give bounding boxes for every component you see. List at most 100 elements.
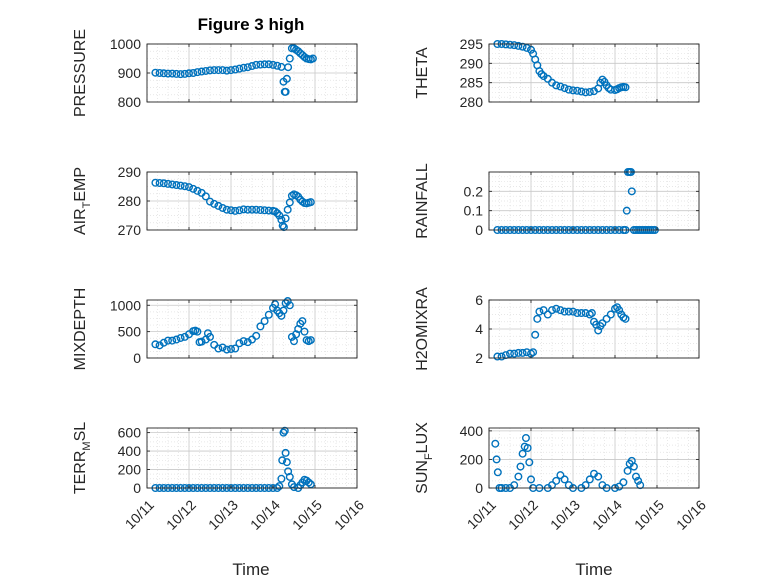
data-point	[201, 66, 210, 75]
data-point	[523, 444, 532, 453]
axes-box	[488, 427, 700, 489]
data-point	[184, 183, 193, 192]
data-point	[243, 205, 252, 214]
data-point	[151, 68, 160, 77]
data-point	[491, 439, 500, 448]
grid-lines	[146, 300, 358, 359]
data-point	[256, 205, 265, 214]
data-point	[510, 41, 519, 50]
data-point	[260, 317, 269, 326]
data-point	[282, 74, 291, 83]
data-point	[527, 475, 536, 484]
data-point	[556, 82, 565, 91]
y-tick-label: 295	[460, 36, 484, 52]
data-point	[535, 307, 544, 316]
data-point	[159, 69, 168, 78]
data-point	[552, 81, 561, 90]
data-point	[577, 87, 586, 96]
data-point	[222, 205, 231, 214]
data-point	[278, 456, 287, 465]
data-point	[275, 482, 284, 491]
data-point	[522, 43, 531, 52]
data-point	[151, 178, 160, 187]
data-point	[632, 472, 641, 481]
data-point	[275, 211, 284, 220]
data-point	[621, 314, 630, 323]
data-point	[573, 86, 582, 95]
y-tick-label: 200	[118, 462, 142, 478]
data-point	[264, 310, 273, 319]
data-point	[226, 345, 235, 354]
data-point	[602, 314, 611, 323]
data-point	[531, 330, 540, 339]
data-point	[159, 338, 168, 347]
y-axis-label-tail: SL	[72, 422, 89, 442]
data-point	[521, 434, 530, 443]
data-point	[151, 340, 160, 349]
data-point	[281, 87, 290, 96]
data-point	[581, 88, 590, 97]
data-point	[290, 337, 299, 346]
y-tick-label: 0	[475, 480, 483, 496]
data-point	[210, 199, 219, 208]
axes-box	[146, 299, 358, 359]
data-point	[163, 179, 172, 188]
y-tick-label: 400	[118, 443, 142, 459]
data-point	[556, 471, 565, 480]
data-point	[231, 344, 240, 353]
data-point	[184, 69, 193, 78]
data-point	[189, 68, 198, 77]
data-point	[564, 85, 573, 94]
data-point	[569, 86, 578, 95]
data-point	[298, 317, 307, 326]
y-tick-label: 270	[118, 222, 142, 238]
y-axis-label-tail: EMP	[72, 167, 89, 202]
data-point	[518, 348, 527, 357]
y-axis-label: RAINFALL	[414, 163, 431, 239]
data-point	[280, 426, 289, 435]
data-point	[155, 179, 164, 188]
data-point	[197, 67, 206, 76]
data-point	[279, 428, 288, 437]
y-axis-label-main: SUN	[414, 460, 431, 494]
data-point	[278, 221, 287, 230]
data-point	[306, 198, 315, 207]
data-point	[271, 207, 280, 216]
data-series	[151, 44, 317, 96]
data-point	[537, 70, 546, 79]
data-point	[577, 309, 586, 318]
data-point	[587, 309, 596, 318]
data-point	[634, 476, 643, 485]
data-point	[594, 472, 603, 481]
data-point	[560, 307, 569, 316]
data-point	[510, 349, 519, 358]
y-axis-label: SUNFLUX	[414, 422, 435, 494]
data-point	[235, 64, 244, 73]
data-point	[252, 205, 261, 214]
data-point	[615, 306, 624, 315]
data-point	[256, 322, 265, 331]
data-point	[226, 66, 235, 75]
y-tick-label: 4	[475, 321, 483, 337]
data-point	[497, 352, 506, 361]
y-tick-label: 285	[460, 75, 484, 91]
subplot-air-temp: 270 280 290 AIRTEMP	[72, 164, 358, 238]
plot-area	[147, 300, 357, 358]
data-point	[180, 182, 189, 191]
data-point	[622, 206, 631, 215]
data-point	[284, 63, 293, 72]
data-point	[214, 66, 223, 75]
data-point	[273, 61, 282, 70]
data-point	[529, 348, 538, 357]
subplot-theta: 280 285 290 295 THETA	[414, 36, 700, 110]
data-point	[180, 69, 189, 78]
data-point	[218, 343, 227, 352]
data-point	[226, 206, 235, 215]
data-point	[269, 60, 278, 69]
data-point	[172, 181, 181, 190]
data-point	[283, 205, 292, 214]
y-axis-label-subscript: F	[423, 453, 435, 460]
data-point	[518, 449, 527, 458]
